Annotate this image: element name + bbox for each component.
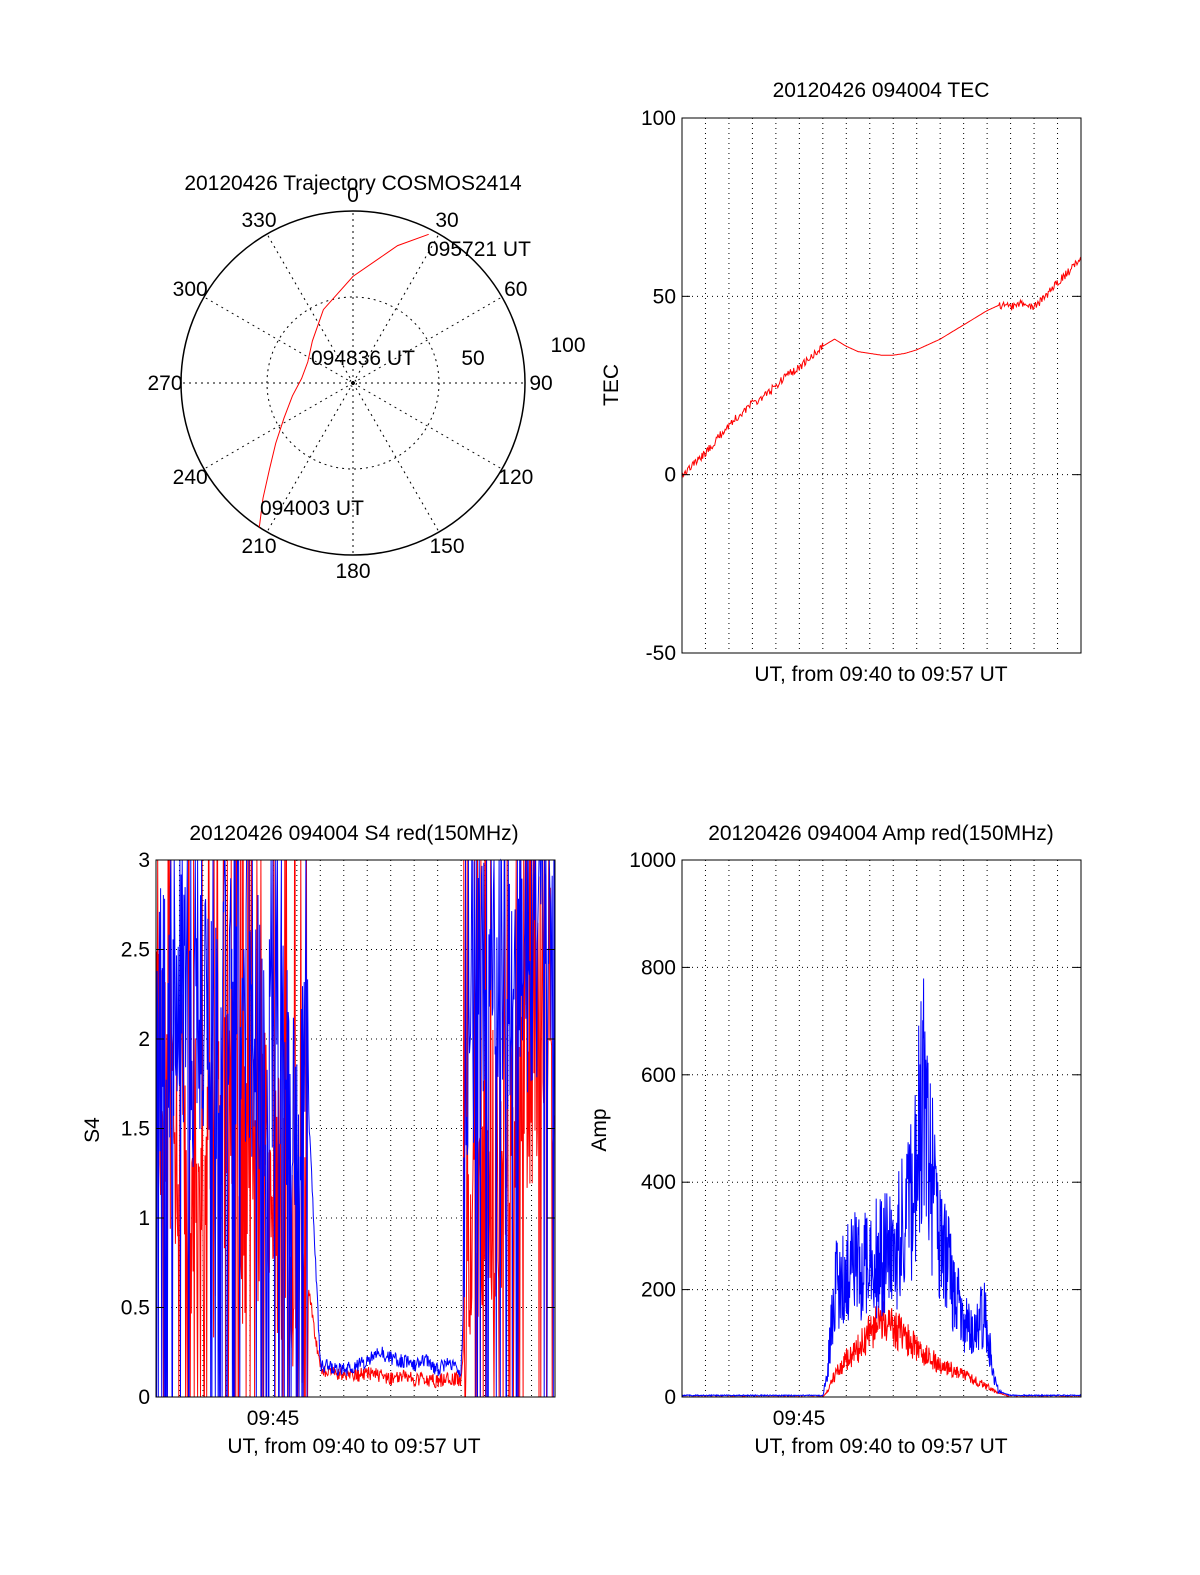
polar-radial-label-50: 50 (461, 347, 484, 370)
tec-title: 20120426 094004 TEC (773, 79, 990, 102)
s4-xtick-0945: 09:45 (247, 1407, 300, 1430)
ytick-label-1: 2.5 (121, 939, 150, 962)
amp-xtick-0945: 09:45 (773, 1407, 826, 1430)
tec-chart: 20120426 094004 TEC 100 50 0 -50 UT, from 0… (600, 79, 1082, 686)
polar-angle-label-180: 180 (335, 560, 370, 583)
amp-xlabel: UT, from 09:40 to 09:57 UT (754, 1435, 1007, 1458)
ytick-label-1: 800 (641, 956, 676, 979)
polar-spoke-210 (266, 382, 354, 533)
polar-angle-labels: 0 30 60 90 120 150 180 210 240 270 300 330 (147, 184, 552, 583)
polar-grid (180, 210, 526, 556)
polar-angle-label-60: 60 (504, 278, 527, 301)
polar-ring-1 (349, 379, 357, 387)
ytick-label-2: 0 (664, 464, 676, 487)
ytick-label-5: 0.5 (121, 1297, 150, 1320)
ytick-label-6: 0 (138, 1386, 150, 1409)
polar-angle-label-240: 240 (173, 466, 208, 489)
s4-yticks: 3 2.5 2 1.5 1 0.5 0 (121, 849, 555, 1409)
ytick-label-5: 0 (664, 1386, 676, 1409)
s4-chart: 20120426 094004 S4 red(150MHz) 3 2.5 2 1.5 1… (81, 822, 556, 1458)
polar-angle-label-300: 300 (173, 278, 208, 301)
tec-yticks: 100 50 0 -50 (641, 107, 1081, 665)
ytick-label-0: 3 (138, 849, 150, 872)
s4-ylabel: S4 (81, 1117, 104, 1143)
polar-title: 20120426 Trajectory COSMOS2414 (184, 172, 522, 195)
polar-outer-circle (180, 210, 526, 556)
series-line-1 (681, 978, 1082, 1397)
polar-angle-label-30: 30 (435, 209, 458, 232)
polar-spoke-150 (352, 382, 440, 533)
tec-xlabel: UT, from 09:40 to 09:57 UT (754, 663, 1007, 686)
polar-angle-label-90: 90 (529, 372, 552, 395)
polar-radial-label-100: 100 (550, 334, 585, 357)
polar-spoke-120 (352, 382, 503, 470)
polar-angle-label-330: 330 (241, 209, 276, 232)
polar-series (258, 233, 429, 528)
amp-frame (681, 859, 1082, 1398)
polar-annotation-end: 095721 UT (427, 238, 531, 261)
s4-series (155, 858, 556, 1398)
polar-spoke-240 (203, 382, 354, 470)
amp-title: 20120426 094004 Amp red(150MHz) (708, 822, 1054, 845)
ytick-label-2: 600 (641, 1064, 676, 1087)
tec-grid (682, 118, 1081, 653)
polar-spoke-60 (352, 296, 503, 384)
polar-annotation-mid: 094836 UT (311, 347, 415, 370)
amp-chart: 20120426 094004 Amp red(150MHz) 1000 800 6… (588, 822, 1082, 1458)
ytick-label-2: 2 (138, 1028, 150, 1051)
polar-angle-label-150: 150 (429, 535, 464, 558)
polar-angle-label-0: 0 (347, 184, 359, 207)
polar-spoke-330 (266, 233, 354, 384)
ytick-label-0: 1000 (629, 849, 676, 872)
polar-angle-label-210: 210 (241, 535, 276, 558)
polar-spoke-30 (352, 233, 440, 384)
ytick-label-0: 100 (641, 107, 676, 130)
polar-angle-label-120: 120 (498, 466, 533, 489)
tec-series (681, 256, 1082, 479)
polar-trajectory-line (258, 233, 429, 528)
polar-spoke-300 (203, 296, 354, 384)
s4-xlabel: UT, from 09:40 to 09:57 UT (227, 1435, 480, 1458)
tec-frame (681, 117, 1082, 654)
polar-chart: 20120426 Trajectory COSMOS2414 0 30 60 90 12… (147, 172, 585, 583)
s4-title: 20120426 094004 S4 red(150MHz) (189, 822, 518, 845)
series-line-0 (681, 256, 1082, 479)
polar-annotation-start: 094003 UT (260, 497, 364, 520)
amp-ylabel: Amp (588, 1108, 611, 1151)
amp-series (681, 978, 1082, 1398)
ytick-label-3: 1.5 (121, 1118, 150, 1141)
ytick-label-1: 50 (653, 285, 676, 308)
ytick-label-4: 200 (641, 1279, 676, 1302)
series-line-1 (156, 858, 556, 1398)
tec-ylabel: TEC (600, 364, 623, 406)
amp-yticks: 1000 800 600 400 200 0 (629, 849, 1081, 1409)
ytick-label-3: 400 (641, 1171, 676, 1194)
ytick-label-3: -50 (646, 642, 676, 665)
ytick-label-4: 1 (138, 1207, 150, 1230)
polar-angle-label-270: 270 (147, 372, 182, 395)
